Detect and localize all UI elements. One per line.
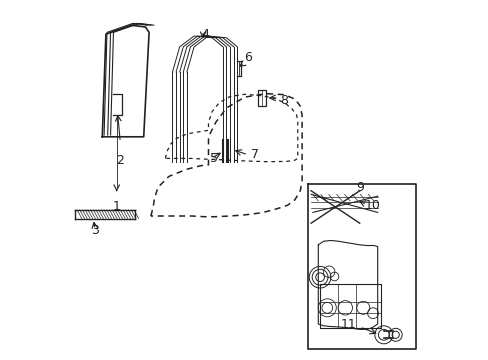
Bar — [257, 90, 265, 106]
Text: 3: 3 — [91, 224, 99, 237]
Text: 7: 7 — [251, 148, 259, 161]
Text: 2: 2 — [116, 154, 124, 167]
Text: 11: 11 — [340, 318, 356, 330]
Text: 1: 1 — [113, 201, 121, 213]
Text: 4: 4 — [201, 28, 208, 41]
Text: 8: 8 — [280, 94, 287, 107]
Text: 10: 10 — [364, 199, 380, 212]
Text: 9: 9 — [355, 181, 363, 194]
Text: 6: 6 — [244, 51, 251, 64]
Text: 5: 5 — [209, 152, 218, 165]
